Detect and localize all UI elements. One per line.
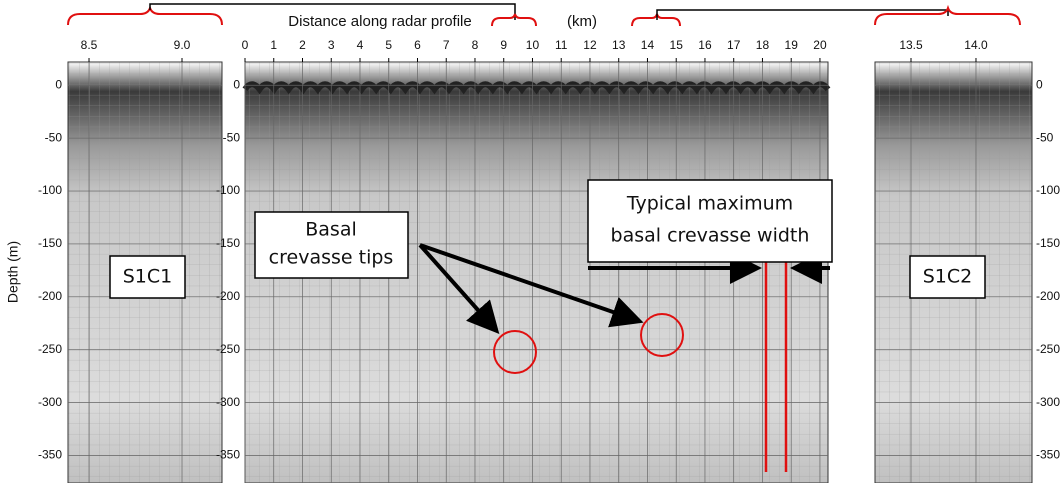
y-tick-label: -150 bbox=[216, 236, 240, 250]
x-tick-label: 11 bbox=[555, 38, 568, 52]
x-tick-label: 20 bbox=[813, 38, 827, 52]
y-tick-label: -50 bbox=[1036, 130, 1054, 144]
x-tick-label: 5 bbox=[385, 38, 392, 52]
x-tick-label: 17 bbox=[727, 38, 741, 52]
y-title: Depth (m) bbox=[5, 241, 21, 303]
panel-label: S1C2 bbox=[923, 266, 973, 288]
x-tick-label: 14 bbox=[641, 38, 655, 52]
x-tick-label: 4 bbox=[357, 38, 364, 52]
x-tick-label: 1 bbox=[270, 38, 277, 52]
x-tick-label: 9 bbox=[500, 38, 507, 52]
y-tick-label: -250 bbox=[38, 342, 62, 356]
y-tick-label: -50 bbox=[223, 130, 241, 144]
x-tick-label: 9.0 bbox=[174, 38, 191, 52]
panel-frame bbox=[874, 61, 1033, 483]
x-tick-label: 19 bbox=[785, 38, 799, 52]
y-tick-label: -100 bbox=[38, 183, 62, 197]
x-tick-label: 13.5 bbox=[899, 38, 923, 52]
y-tick-label: 0 bbox=[1036, 77, 1043, 91]
panel-label: S1C1 bbox=[123, 266, 173, 288]
x-unit: (km) bbox=[567, 13, 597, 30]
y-tick-label: -100 bbox=[216, 183, 240, 197]
annotation: Basal bbox=[305, 219, 357, 241]
y-tick-label: -150 bbox=[1036, 236, 1060, 250]
y-tick-label: -300 bbox=[216, 395, 240, 409]
x-tick-label: 0 bbox=[242, 38, 249, 52]
y-tick-label: -250 bbox=[1036, 342, 1060, 356]
x-tick-label: 10 bbox=[526, 38, 540, 52]
x-tick-label: 3 bbox=[328, 38, 335, 52]
connectors bbox=[67, 3, 1021, 27]
x-tick-label: 2 bbox=[299, 38, 306, 52]
x-tick-label: 15 bbox=[670, 38, 684, 52]
x-tick-label: 8.5 bbox=[81, 38, 98, 52]
x-tick-label: 16 bbox=[698, 38, 712, 52]
y-tick-label: 0 bbox=[233, 77, 240, 91]
y-tick-label: -350 bbox=[38, 448, 62, 462]
x-title: Distance along radar profile bbox=[288, 13, 471, 30]
panel-frame bbox=[67, 61, 223, 483]
annotation-marks bbox=[109, 179, 986, 472]
y-tick-label: -200 bbox=[1036, 289, 1060, 303]
x-tick-label: 6 bbox=[414, 38, 421, 52]
y-tick-label: -100 bbox=[1036, 183, 1060, 197]
annotation: basal crevasse width bbox=[611, 225, 810, 247]
annotation: Typical maximum bbox=[626, 193, 793, 215]
y-tick-label: -300 bbox=[1036, 395, 1060, 409]
y-tick-label: -200 bbox=[38, 289, 62, 303]
y-tick-label: -200 bbox=[216, 289, 240, 303]
y-tick-label: -350 bbox=[1036, 448, 1060, 462]
x-tick-label: 12 bbox=[583, 38, 597, 52]
x-tick-label: 13 bbox=[612, 38, 626, 52]
x-tick-label: 14.0 bbox=[964, 38, 988, 52]
annotation: crevasse tips bbox=[269, 247, 394, 269]
y-tick-label: 0 bbox=[55, 77, 62, 91]
y-tick-label: -150 bbox=[38, 236, 62, 250]
x-tick-label: 18 bbox=[756, 38, 770, 52]
x-tick-label: 8 bbox=[472, 38, 479, 52]
x-tick-label: 7 bbox=[443, 38, 450, 52]
y-tick-label: -350 bbox=[216, 448, 240, 462]
y-tick-label: -300 bbox=[38, 395, 62, 409]
y-tick-label: -50 bbox=[45, 130, 63, 144]
y-tick-label: -250 bbox=[216, 342, 240, 356]
